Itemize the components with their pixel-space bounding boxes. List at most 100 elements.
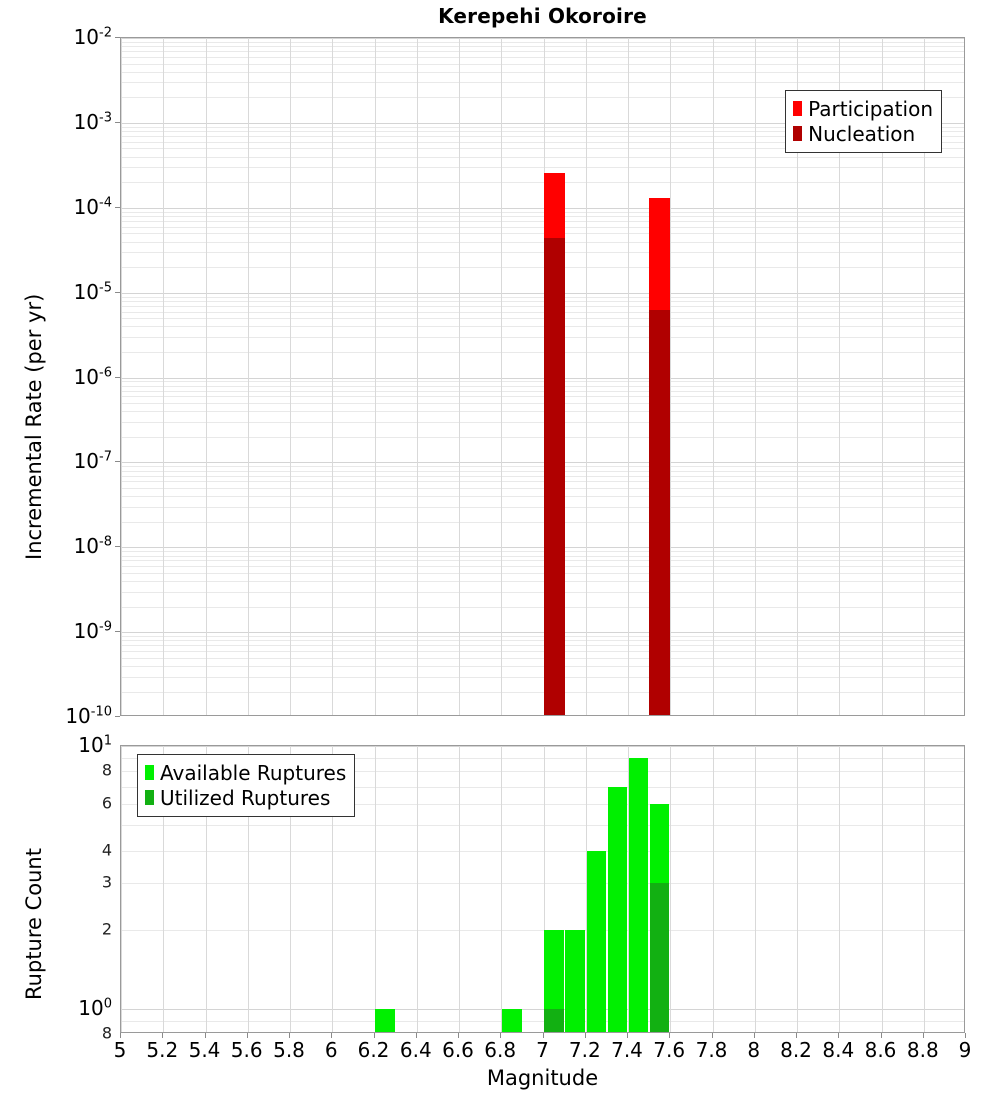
x-tick-label: 7.2: [568, 1038, 601, 1062]
gridline-vertical: [585, 746, 587, 1032]
y-tick-mark: [115, 376, 120, 378]
x-tick-mark: [331, 1033, 333, 1038]
gridline-horizontal: [121, 396, 964, 398]
y-tick-label-minor: 8: [101, 1023, 112, 1043]
gridline-horizontal: [121, 167, 964, 169]
gridline-horizontal: [121, 651, 964, 652]
gridline-vertical: [839, 38, 841, 715]
gridline-vertical: [754, 746, 756, 1032]
top-panel-legend: Participation Nucleation: [785, 90, 942, 153]
x-tick-mark: [669, 1033, 671, 1038]
y-tick-label-minor: 3: [101, 872, 112, 892]
top-panel-y-axis-title: Incremental Rate (per yr): [22, 293, 46, 560]
x-tick-mark: [627, 1033, 628, 1038]
gridline-horizontal: [121, 466, 964, 468]
gridline-horizontal: [121, 566, 964, 568]
y-tick-label: 10-10: [65, 704, 112, 728]
gridline-horizontal: [121, 746, 964, 747]
legend-item-available-ruptures[interactable]: Available Ruptures: [145, 760, 346, 785]
y-tick-label-minor: 4: [101, 840, 112, 859]
gridline-vertical: [205, 746, 207, 1032]
y-tick-mark: [115, 546, 120, 548]
gridline-horizontal: [121, 385, 964, 387]
y-tick: 10-5: [0, 280, 112, 316]
y-tick: 10-6: [0, 365, 112, 401]
gridline-vertical: [290, 746, 291, 1032]
y-tick: 100: [0, 996, 112, 1032]
gridline-horizontal: [121, 63, 964, 65]
legend-label-participation: Participation: [808, 96, 933, 121]
top-panel-gridlines: [121, 38, 964, 715]
gridline-vertical: [839, 746, 841, 1032]
y-tick-minor: 8: [0, 1024, 112, 1052]
gridline-vertical: [923, 38, 925, 715]
legend-item-nucleation[interactable]: Nucleation: [793, 121, 933, 146]
x-tick-label: 7: [536, 1038, 549, 1062]
x-tick-mark: [246, 1033, 248, 1038]
gridline-horizontal: [121, 786, 964, 788]
gridline-horizontal: [121, 220, 964, 222]
gridline-horizontal: [121, 411, 964, 413]
y-tick-mark: [115, 37, 120, 38]
x-tick-label: 5.2: [146, 1038, 179, 1062]
gridline-horizontal: [121, 436, 964, 438]
y-tick: 10-9: [0, 619, 112, 655]
gridline-horizontal: [121, 591, 964, 593]
x-tick-label: 6: [324, 1038, 338, 1062]
gridline-horizontal: [121, 337, 964, 338]
y-tick-mark: [115, 716, 120, 717]
top-panel-axes: Participation Nucleation: [120, 37, 965, 716]
gridline-horizontal: [121, 156, 964, 158]
gridline-horizontal: [121, 665, 964, 667]
y-tick-mark: [115, 206, 120, 208]
gridline-horizontal: [121, 381, 964, 383]
gridline-horizontal: [121, 82, 964, 84]
x-tick-mark: [753, 1033, 755, 1038]
legend-item-participation[interactable]: Participation: [793, 96, 933, 121]
x-tick-mark: [500, 1033, 502, 1038]
gridline-horizontal: [121, 421, 964, 423]
x-tick-mark: [542, 1033, 544, 1038]
legend-item-utilized-ruptures[interactable]: Utilized Ruptures: [145, 785, 346, 810]
gridline-horizontal: [121, 326, 964, 328]
gridline-horizontal: [121, 560, 964, 562]
gridline-horizontal: [121, 470, 964, 472]
gridline-vertical: [797, 38, 798, 715]
x-axis-title: Magnitude: [486, 1066, 599, 1090]
y-tick-label: 100: [78, 995, 112, 1020]
y-tick-minor: 4: [0, 840, 112, 869]
gridline-vertical: [501, 746, 503, 1032]
top-panel-bars: [121, 38, 964, 715]
gridline-horizontal: [121, 496, 964, 498]
gridline-vertical: [670, 38, 672, 715]
x-tick-label: 6.6: [442, 1038, 474, 1062]
bar-available-ruptures: [565, 929, 585, 1032]
gridline-horizontal: [121, 390, 964, 392]
gridline-horizontal: [121, 1008, 964, 1010]
legend-label-utilized-ruptures: Utilized Ruptures: [160, 785, 331, 810]
gridline-horizontal: [121, 182, 964, 184]
x-tick-label: 7.4: [611, 1038, 643, 1062]
y-tick-label: 10-4: [73, 194, 112, 219]
nucleation-color-swatch: [793, 126, 803, 141]
gridline-horizontal: [121, 97, 964, 99]
bar-available-ruptures: [544, 929, 564, 1032]
bar-utilized-ruptures: [649, 883, 670, 1032]
x-tick-mark: [373, 1033, 375, 1038]
gridline-horizontal: [121, 233, 964, 235]
gridline-vertical: [374, 746, 376, 1032]
x-tick-label: 6.4: [399, 1038, 432, 1062]
x-tick-label: 7.6: [653, 1038, 686, 1062]
gridline-horizontal: [121, 640, 964, 642]
gridline-horizontal: [121, 403, 964, 404]
bar-available-ruptures: [628, 758, 649, 1032]
y-tick: 10-8: [0, 534, 112, 570]
x-tick-label: 8.6: [864, 1038, 897, 1062]
gridline-vertical: [416, 746, 418, 1032]
y-tick-minor: 6: [0, 794, 112, 822]
y-tick-minor: 3: [0, 873, 112, 901]
gridline-vertical: [416, 38, 418, 715]
x-tick-mark: [120, 1033, 121, 1038]
y-tick-mark: [115, 291, 120, 293]
gridline-horizontal: [121, 377, 964, 379]
